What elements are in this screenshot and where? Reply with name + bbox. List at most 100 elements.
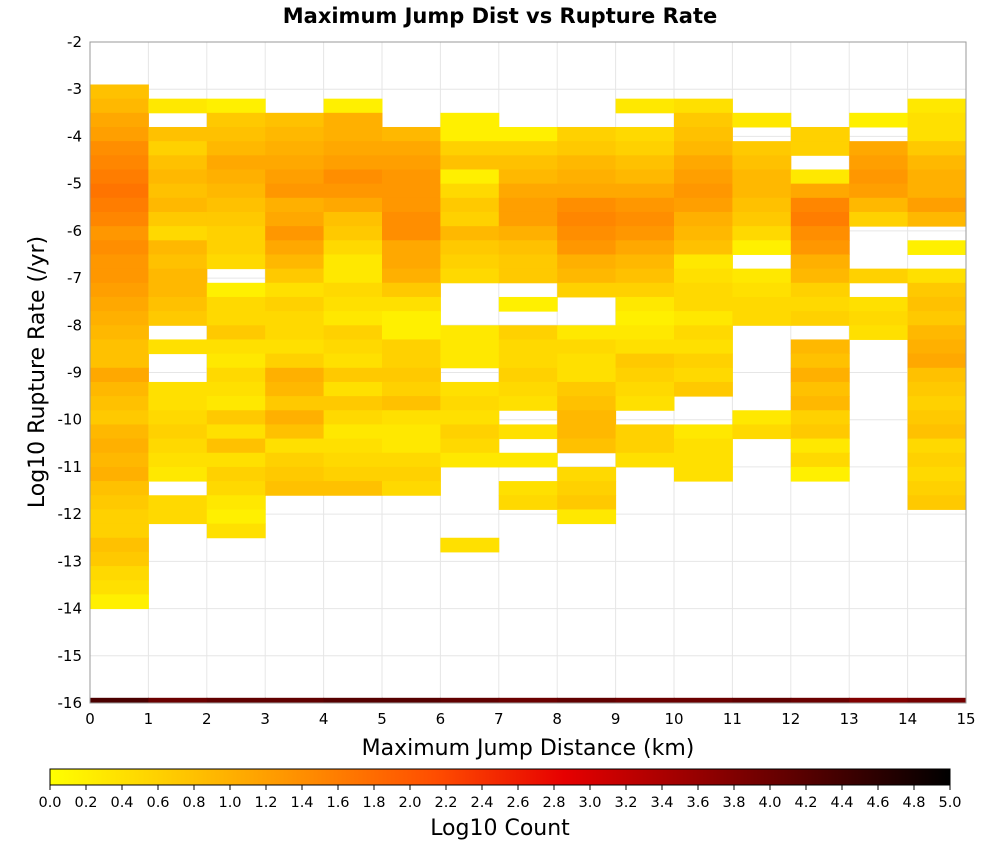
heatmap-cell <box>382 367 441 383</box>
heatmap-cell <box>557 509 617 525</box>
heatmap-cell <box>557 183 617 199</box>
y-tick-label: -9 <box>67 364 82 382</box>
heatmap-cell <box>790 197 850 213</box>
heatmap-cell <box>323 155 383 170</box>
heatmap-cell <box>323 240 383 255</box>
heatmap-cell <box>148 296 208 312</box>
heatmap-cell <box>557 325 617 340</box>
heatmap-cell <box>206 169 266 185</box>
x-tick-label: 9 <box>611 710 621 728</box>
heatmap-cell <box>498 141 558 156</box>
heatmap-cell <box>557 339 617 355</box>
colorbar-tick-label: 1.6 <box>326 795 349 811</box>
heatmap-cell <box>382 353 441 369</box>
heatmap-cell <box>206 367 266 383</box>
heatmap-cell <box>206 410 266 425</box>
heatmap-cell <box>849 197 909 213</box>
heatmap-cell <box>382 254 441 270</box>
heatmap-cell <box>498 254 558 270</box>
heatmap-cell <box>440 396 500 411</box>
heatmap-cells <box>90 84 967 704</box>
heatmap-cell <box>498 197 558 213</box>
heatmap-cell <box>90 240 149 255</box>
heatmap-cell <box>440 325 500 340</box>
heatmap-cell <box>382 141 441 156</box>
y-tick-label: -13 <box>58 552 83 570</box>
heatmap-cell <box>440 268 500 284</box>
heatmap-cell <box>90 268 149 284</box>
heatmap-cell <box>440 339 500 355</box>
heatmap-cell <box>206 211 266 227</box>
y-tick-label: -7 <box>67 269 82 287</box>
heatmap-cell <box>907 325 967 340</box>
heatmap-cell <box>323 424 383 440</box>
heatmap-cell <box>148 211 208 227</box>
heatmap-cell <box>90 523 149 539</box>
heatmap-cell <box>148 396 208 411</box>
heatmap-cell <box>849 141 909 156</box>
heatmap-cell <box>674 226 733 241</box>
plot-border <box>89 41 967 704</box>
heatmap-cell <box>440 353 500 369</box>
heatmap-cell <box>382 155 441 170</box>
heatmap-cell <box>265 197 325 213</box>
heatmap-cell <box>674 325 733 340</box>
heatmap-cell <box>674 296 733 312</box>
y-tick-label: -16 <box>58 694 83 712</box>
heatmap-cell <box>148 339 208 355</box>
heatmap-cell <box>557 254 617 270</box>
heatmap-cell <box>674 211 733 227</box>
colorbar-tick-label: 1.0 <box>218 795 241 811</box>
heatmap-cell <box>674 183 733 199</box>
heatmap-cell <box>907 268 967 284</box>
heatmap-cell <box>323 367 383 383</box>
heatmap-cell <box>206 240 266 255</box>
heatmap-cell <box>206 495 266 510</box>
heatmap-cell <box>732 296 792 312</box>
heatmap-cell <box>674 697 733 704</box>
heatmap-cell <box>382 381 441 397</box>
heatmap-cell <box>790 396 850 411</box>
heatmap-cell <box>382 697 441 704</box>
heatmap-cell <box>615 296 675 312</box>
heatmap-cell <box>90 141 149 156</box>
heatmap-cell <box>440 424 500 440</box>
heatmap-cell <box>206 296 266 312</box>
heatmap-cell <box>265 141 325 156</box>
heatmap-cell <box>323 197 383 213</box>
y-tick-label: -12 <box>58 505 83 523</box>
heatmap-cell <box>323 339 383 355</box>
colorbar-tick-label: 2.0 <box>398 795 421 811</box>
heatmap-cell <box>674 240 733 255</box>
colorbar-tick-label: 3.6 <box>686 795 709 811</box>
heatmap-cell <box>557 466 617 482</box>
heatmap-cell <box>674 112 733 128</box>
heatmap-cell <box>206 282 266 298</box>
x-tick-label: 15 <box>956 710 975 728</box>
heatmap-cell <box>90 183 149 199</box>
colorbar-tick-label: 4.4 <box>830 795 853 811</box>
heatmap-cell <box>732 211 792 227</box>
heatmap-cell <box>265 282 325 298</box>
heatmap-cell <box>382 410 441 425</box>
heatmap-cell <box>440 226 500 241</box>
heatmap-cell <box>674 197 733 213</box>
heatmap-cell <box>790 697 850 704</box>
heatmap-cell <box>907 424 967 440</box>
y-axis: -2 -3 -4 -5 -6 -7 -8 -9 -10 -11 -12 -13 -14 -15 -16 <box>58 33 83 712</box>
heatmap-cell <box>790 126 850 142</box>
heatmap-cell <box>849 325 909 340</box>
heatmap-cell <box>382 226 441 241</box>
heatmap-cell <box>90 254 149 270</box>
heatmap-cell <box>615 438 675 454</box>
heatmap-cell <box>382 438 441 454</box>
colorbar-label: Log10 Count <box>430 816 570 841</box>
heatmap-cell <box>323 697 383 704</box>
y-tick-label: -6 <box>67 222 82 240</box>
heatmap-cell <box>790 211 850 227</box>
y-tick-label: -4 <box>67 127 82 145</box>
colorbar-tick-label: 0.6 <box>146 795 169 811</box>
colorbar-tick-label: 1.2 <box>254 795 277 811</box>
x-tick-label: 12 <box>781 710 800 728</box>
colorbar-tick-label: 3.8 <box>722 795 745 811</box>
